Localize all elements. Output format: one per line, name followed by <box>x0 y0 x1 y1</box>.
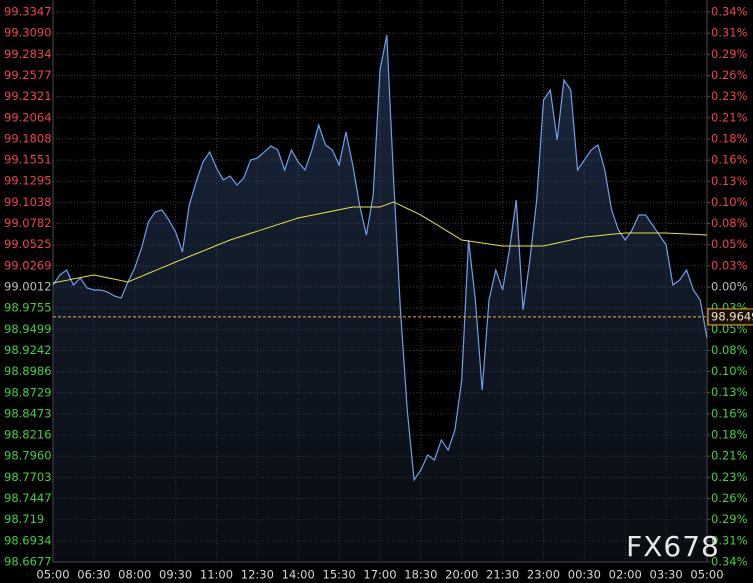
y-tick-label: 99.3347 <box>4 5 52 19</box>
y-tick-label: 99.2577 <box>4 68 52 82</box>
y-tick-label: 98.6934 <box>4 533 52 547</box>
y2-tick-label: 0.29% <box>711 47 748 61</box>
y2-tick-label: 0.00% <box>711 280 748 294</box>
x-tick-label: 08:00 <box>118 568 151 582</box>
y-tick-label: 98.9242 <box>4 343 52 357</box>
y2-tick-label: 0.29% <box>711 512 748 526</box>
x-tick-label: 14:00 <box>282 568 315 582</box>
y-tick-label: 99.3090 <box>4 26 52 40</box>
y-tick-label: 99.1295 <box>4 174 52 188</box>
average-line <box>52 201 708 284</box>
y2-tick-label: 0.03% <box>711 258 748 272</box>
y2-tick-label: 0.31% <box>711 26 748 40</box>
y2-tick-label: 0.21% <box>711 110 748 124</box>
x-tick-label: 00:30 <box>568 568 601 582</box>
y2-tick-label: 0.26% <box>711 491 748 505</box>
y2-tick-label: 0.05% <box>711 237 748 251</box>
y2-tick-label: 0.13% <box>711 174 748 188</box>
y2-tick-label: 0.18% <box>711 428 748 442</box>
last-price-box <box>707 308 753 326</box>
x-tick-label: 05:00 <box>690 568 723 582</box>
y2-tick-label: 0.10% <box>711 364 748 378</box>
y-tick-label: 99.1551 <box>4 153 52 167</box>
y-tick-label: 98.7703 <box>4 470 52 484</box>
x-tick-label: 18:30 <box>404 568 437 582</box>
y2-tick-label: 0.16% <box>711 153 748 167</box>
y-tick-label: 98.8986 <box>4 364 52 378</box>
x-tick-label: 05:00 <box>36 568 69 582</box>
last-price-label: 98.9649 <box>711 309 753 323</box>
x-tick-label: 17:00 <box>363 568 396 582</box>
x-tick-label: 15:30 <box>323 568 356 582</box>
y-tick-label: 99.1038 <box>4 195 52 209</box>
y2-tick-label: 0.18% <box>711 131 748 145</box>
y-tick-label: 98.7960 <box>4 449 52 463</box>
y-tick-label: 98.8473 <box>4 406 52 420</box>
x-tick-label: 02:00 <box>609 568 642 582</box>
x-tick-label: 03:30 <box>650 568 683 582</box>
y-tick-label: 99.0269 <box>4 258 52 272</box>
x-tick-label: 12:30 <box>241 568 274 582</box>
y2-tick-label: 0.08% <box>711 343 748 357</box>
y2-tick-label: 0.34% <box>711 554 748 568</box>
y2-tick-label: 0.23% <box>711 470 748 484</box>
y2-tick-label: 0.16% <box>711 406 748 420</box>
y2-tick-label: 0.34% <box>711 5 748 19</box>
y-tick-label: 99.0525 <box>4 237 52 251</box>
y2-tick-label: 0.10% <box>711 195 748 209</box>
x-tick-label: 11:00 <box>200 568 233 582</box>
y-tick-label: 98.9755 <box>4 301 52 315</box>
y2-tick-label: 0.23% <box>711 89 748 103</box>
y-tick-label: 98.7447 <box>4 491 52 505</box>
y-tick-label: 99.2064 <box>4 110 52 124</box>
price-area <box>53 35 707 563</box>
y-tick-label: 99.2321 <box>4 89 52 103</box>
y2-tick-label: 0.26% <box>711 68 748 82</box>
y-tick-label: 99.1808 <box>4 131 52 145</box>
y2-tick-label: 0.21% <box>711 449 748 463</box>
y-tick-label: 98.6677 <box>4 555 52 569</box>
x-tick-label: 06:30 <box>77 568 110 582</box>
watermark: FX678 <box>626 530 720 563</box>
y2-tick-label: 0.31% <box>711 533 748 547</box>
x-tick-label: 23:00 <box>527 568 560 582</box>
x-tick-label: 21:30 <box>486 568 519 582</box>
y-tick-label: 99.2834 <box>4 47 52 61</box>
x-tick-label: 09:30 <box>159 568 192 582</box>
y-tick-label: 99.0782 <box>4 216 52 230</box>
y-tick-label: 98.8729 <box>4 385 52 399</box>
y-tick-label: 98.719 <box>4 512 44 526</box>
y2-tick-label: 0.13% <box>711 385 748 399</box>
y-tick-label: 98.9499 <box>4 322 52 336</box>
y2-tick-label: 0.08% <box>711 216 748 230</box>
price-line <box>52 34 708 482</box>
y-tick-label: 99.0012 <box>4 280 52 294</box>
y-tick-label: 98.8216 <box>4 428 52 442</box>
x-tick-label: 20:00 <box>445 568 478 582</box>
